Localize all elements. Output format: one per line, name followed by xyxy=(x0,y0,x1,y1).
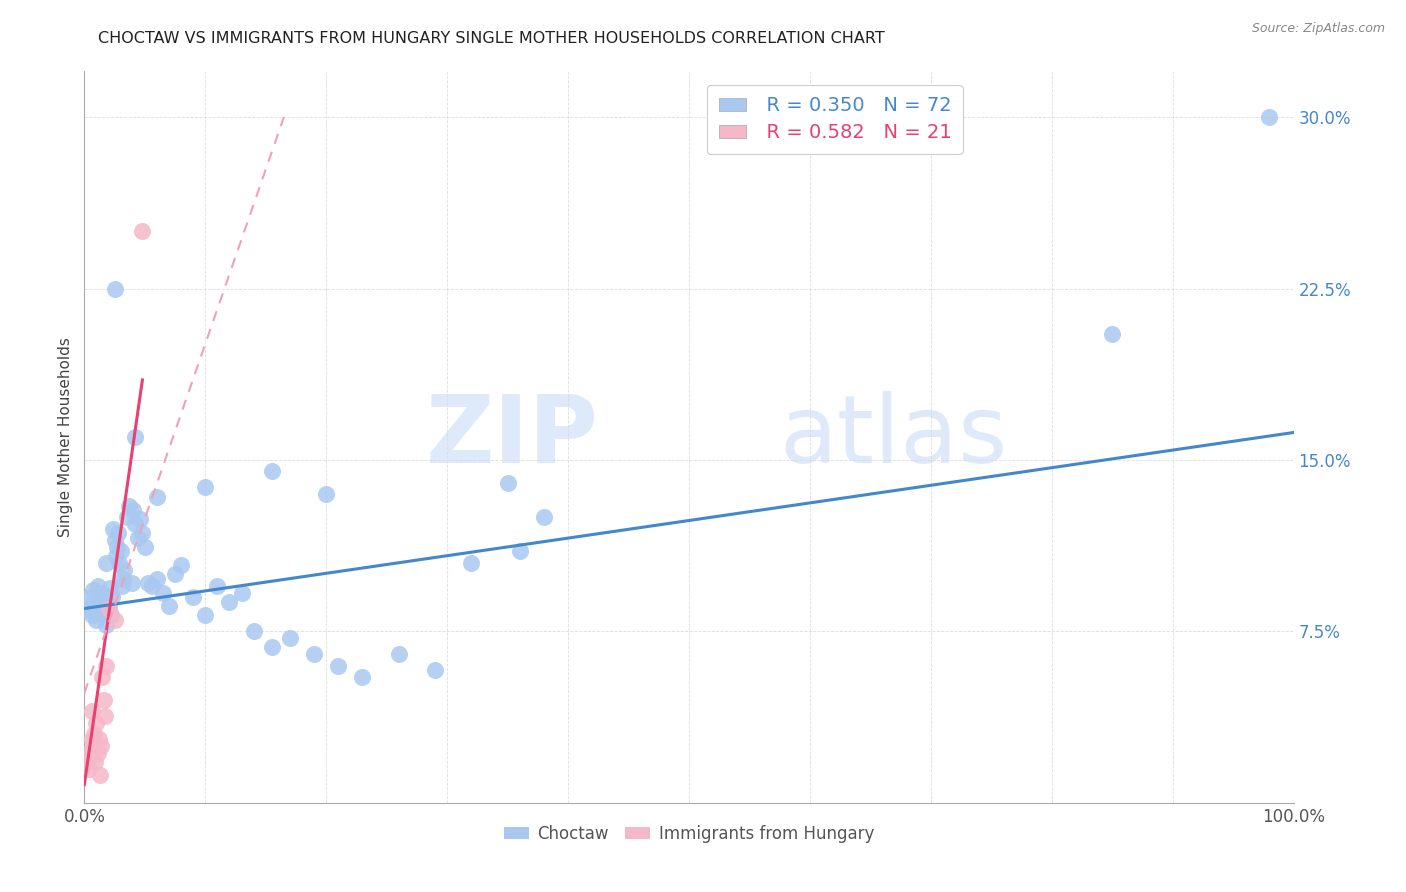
Point xyxy=(94,556,117,570)
Point xyxy=(96,595,118,609)
Point xyxy=(460,556,482,570)
Point xyxy=(121,576,143,591)
Point xyxy=(84,755,107,769)
Point xyxy=(509,544,531,558)
Point xyxy=(242,624,264,639)
Point xyxy=(146,572,169,586)
Point xyxy=(1101,327,1123,342)
Point xyxy=(315,487,337,501)
Point xyxy=(104,281,127,295)
Point xyxy=(231,585,253,599)
Point xyxy=(98,581,121,595)
Point xyxy=(194,608,217,623)
Point xyxy=(93,604,115,618)
Point xyxy=(89,768,111,782)
Point xyxy=(91,670,114,684)
Point xyxy=(87,731,110,746)
Point xyxy=(157,599,180,614)
Point xyxy=(86,715,108,730)
Point xyxy=(77,746,100,760)
Point xyxy=(104,613,127,627)
Text: CHOCTAW VS IMMIGRANTS FROM HUNGARY SINGLE MOTHER HOUSEHOLDS CORRELATION CHART: CHOCTAW VS IMMIGRANTS FROM HUNGARY SINGL… xyxy=(98,31,886,46)
Point xyxy=(107,526,129,541)
Point xyxy=(97,601,120,615)
Point xyxy=(134,540,156,554)
Point xyxy=(79,590,101,604)
Point xyxy=(127,531,149,545)
Point xyxy=(124,430,146,444)
Point xyxy=(352,670,374,684)
Point xyxy=(260,640,283,655)
Point xyxy=(112,563,135,577)
Point xyxy=(86,579,108,593)
Point xyxy=(94,617,117,632)
Point xyxy=(104,549,127,563)
Point xyxy=(131,526,153,541)
Point xyxy=(328,658,350,673)
Point xyxy=(77,601,100,615)
Point xyxy=(103,521,125,535)
Point xyxy=(152,585,174,599)
Point xyxy=(115,510,138,524)
Point xyxy=(138,576,160,591)
Point xyxy=(94,588,117,602)
Point xyxy=(97,599,120,614)
Point xyxy=(207,579,229,593)
Point xyxy=(82,739,104,753)
Point xyxy=(218,595,240,609)
Point xyxy=(79,750,101,764)
Point xyxy=(90,585,112,599)
Point xyxy=(124,516,146,531)
Point xyxy=(121,503,143,517)
Point xyxy=(278,632,301,646)
Point xyxy=(104,533,127,547)
Point xyxy=(170,558,193,573)
Point xyxy=(76,755,98,769)
Text: Source: ZipAtlas.com: Source: ZipAtlas.com xyxy=(1251,22,1385,36)
Point xyxy=(141,579,163,593)
Point xyxy=(302,647,325,661)
Text: ZIP: ZIP xyxy=(426,391,599,483)
Point xyxy=(80,608,103,623)
Point xyxy=(101,590,124,604)
Point xyxy=(260,464,283,478)
Point xyxy=(105,540,128,554)
Point xyxy=(108,556,131,570)
Point xyxy=(111,579,134,593)
Point xyxy=(165,567,187,582)
Point xyxy=(194,480,217,494)
Point xyxy=(86,746,108,760)
Point xyxy=(131,224,153,238)
Point xyxy=(93,693,115,707)
Point xyxy=(83,595,105,609)
Point xyxy=(1258,110,1281,124)
Point xyxy=(89,606,111,620)
Point xyxy=(496,475,519,490)
Point xyxy=(87,597,110,611)
Point xyxy=(77,762,100,776)
Point xyxy=(112,572,135,586)
Point xyxy=(533,510,555,524)
Point xyxy=(91,592,114,607)
Point xyxy=(80,731,103,746)
Point xyxy=(388,647,411,661)
Point xyxy=(129,512,152,526)
Legend: Choctaw, Immigrants from Hungary: Choctaw, Immigrants from Hungary xyxy=(498,818,880,849)
Point xyxy=(94,709,117,723)
Point xyxy=(94,658,117,673)
Point xyxy=(110,544,132,558)
Point xyxy=(146,490,169,504)
Point xyxy=(82,583,104,598)
Point xyxy=(100,608,122,623)
Point xyxy=(118,499,141,513)
Point xyxy=(80,705,103,719)
Point xyxy=(83,727,105,741)
Text: atlas: atlas xyxy=(780,391,1008,483)
Point xyxy=(90,739,112,753)
Point xyxy=(423,663,446,677)
Point xyxy=(86,613,108,627)
Point xyxy=(181,590,204,604)
Point xyxy=(84,599,107,614)
Y-axis label: Single Mother Households: Single Mother Households xyxy=(58,337,73,537)
